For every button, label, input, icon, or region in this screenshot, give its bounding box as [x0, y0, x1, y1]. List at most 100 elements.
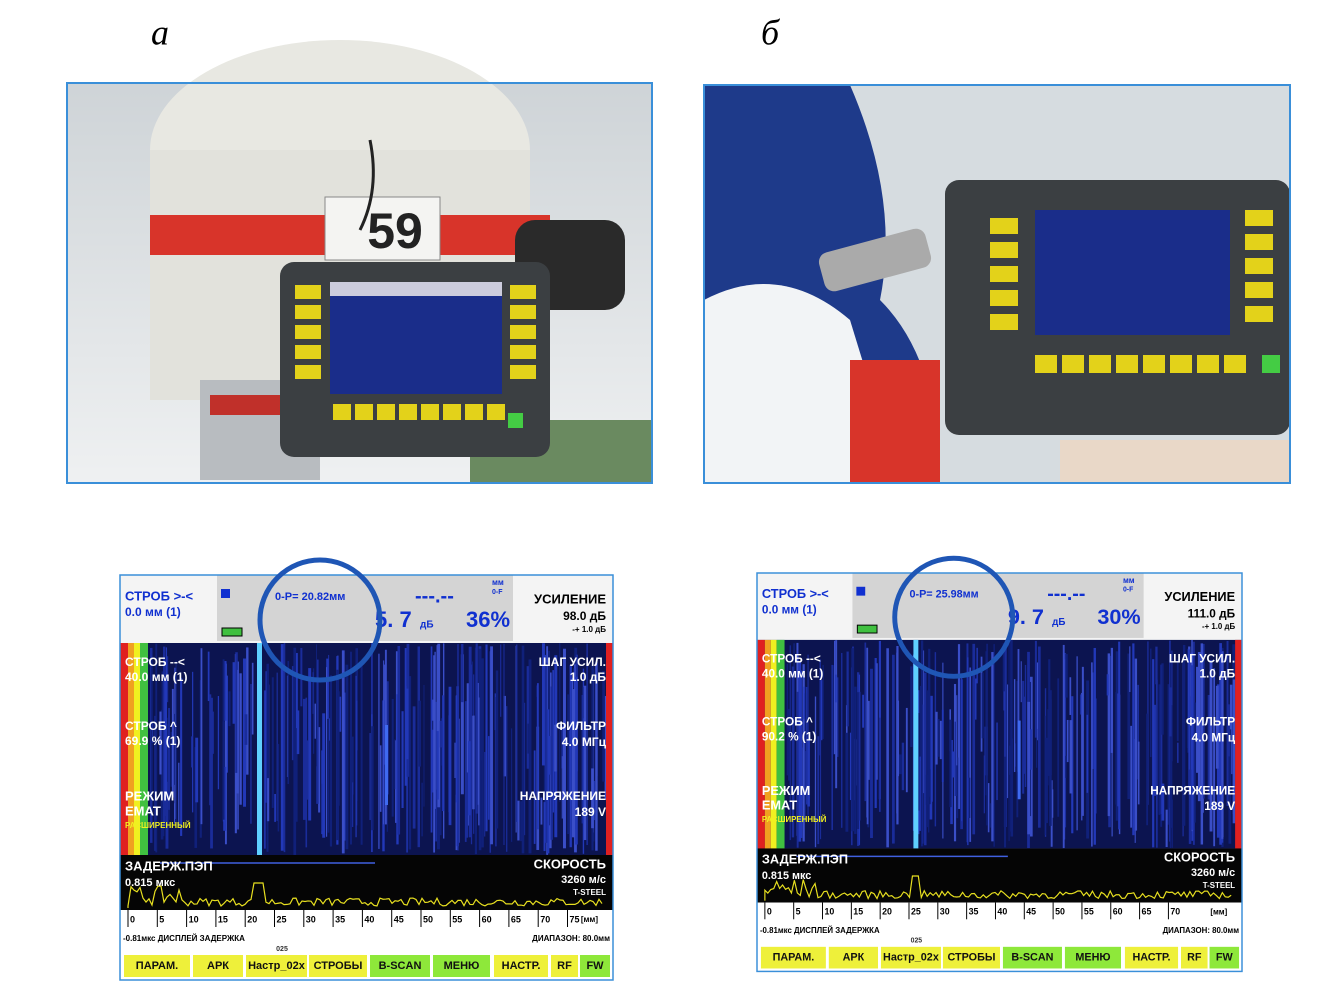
screen-text: дБ	[1052, 617, 1065, 628]
noise-streak	[308, 668, 312, 821]
scale-label: 35	[335, 914, 345, 924]
softkey-label: RF	[557, 960, 572, 972]
noise-streak	[919, 685, 922, 761]
noise-streak	[878, 717, 881, 812]
echo-line	[913, 639, 919, 849]
noise-streak	[379, 745, 382, 812]
noise-streak	[528, 659, 532, 854]
softkey-label: МЕНЮ	[1075, 952, 1110, 964]
noise-streak	[569, 664, 572, 848]
screen-text: 3260 м/с	[561, 874, 606, 886]
scale	[120, 910, 613, 927]
screen-text: 69.9 % (1)	[125, 734, 180, 748]
screen-text: ФИЛЬТР	[556, 719, 606, 733]
color-bar	[1235, 639, 1242, 849]
noise-streak	[905, 707, 908, 793]
noise-streak	[315, 644, 317, 767]
noise-streak	[408, 676, 412, 850]
noise-streak	[833, 640, 836, 755]
noise-streak	[1213, 668, 1216, 829]
noise-streak	[1071, 696, 1074, 834]
screen-text: T-STEEL	[573, 888, 606, 897]
screen-text: 025	[911, 938, 923, 945]
screen-text: СТРОБ --<	[762, 652, 821, 666]
screen-text: 40.0 мм (1)	[125, 670, 187, 684]
noise-streak	[264, 690, 266, 849]
noise-streak	[488, 736, 490, 820]
noise-streak	[1016, 680, 1019, 818]
noise-streak	[178, 762, 180, 827]
noise-streak	[224, 661, 227, 721]
scale-label: 40	[364, 914, 374, 924]
noise-streak	[583, 685, 587, 841]
color-bar	[757, 639, 765, 849]
noise-streak	[547, 736, 551, 775]
screen-text: 0-F	[1123, 587, 1133, 594]
screen-text: СТРОБ ^	[125, 719, 177, 733]
softkey	[1181, 946, 1208, 969]
noise-streak	[191, 736, 193, 768]
noise-streak	[835, 640, 838, 789]
screen-text: 189 V	[1204, 799, 1235, 813]
noise-streak	[1002, 643, 1005, 692]
softkey	[1209, 946, 1240, 969]
screen-text: 025	[276, 946, 288, 953]
noise-streak	[345, 702, 347, 781]
noise-streak	[1064, 755, 1067, 778]
noise-streak	[466, 772, 469, 838]
noise-streak	[1171, 799, 1173, 848]
noise-streak	[192, 671, 194, 813]
noise-streak	[243, 658, 247, 807]
noise-streak	[464, 701, 467, 842]
screen-text: -+ 1.0 дБ	[1202, 622, 1235, 631]
noise-streak	[864, 642, 867, 802]
noise-streak	[526, 666, 529, 769]
noise-streak	[349, 651, 352, 845]
softkey	[1124, 946, 1179, 969]
noise-streak	[1182, 644, 1186, 826]
noise-streak	[1017, 649, 1020, 772]
scale-label: 10	[189, 914, 199, 924]
noise-streak	[930, 695, 933, 802]
noise-streak	[495, 670, 499, 829]
screen-text: дБ	[420, 620, 434, 631]
noise-streak	[318, 727, 321, 813]
noise-streak	[454, 742, 456, 779]
noise-streak	[567, 694, 569, 835]
noise-streak	[418, 700, 421, 767]
noise-streak	[175, 660, 177, 824]
noise-streak	[935, 711, 938, 765]
noise-streak	[568, 730, 571, 798]
noise-streak	[561, 725, 565, 769]
softkey	[193, 955, 243, 977]
noise-streak	[540, 797, 543, 825]
color-bar	[764, 639, 771, 849]
noise-streak	[961, 675, 963, 822]
noise-streak	[209, 694, 212, 806]
noise-streak	[554, 724, 557, 772]
noise-streak	[985, 651, 987, 796]
noise-streak	[1107, 653, 1111, 817]
noise-streak	[832, 665, 835, 755]
noise-streak	[326, 667, 328, 837]
noise-streak	[886, 648, 889, 848]
noise-streak	[806, 686, 808, 805]
screen-text: EMAT	[762, 798, 797, 813]
noise-streak	[1161, 783, 1165, 821]
noise-streak	[1115, 651, 1119, 821]
noise-streak	[1177, 742, 1179, 763]
noise-streak	[1009, 745, 1011, 775]
noise-streak	[867, 700, 870, 780]
noise-streak	[972, 643, 976, 835]
noise-streak	[287, 661, 290, 784]
noise-streak	[1150, 648, 1152, 758]
scale-label: 20	[247, 914, 257, 924]
noise-streak	[822, 664, 824, 739]
color-bar	[776, 639, 785, 849]
noise-streak	[1160, 664, 1163, 815]
highlight-circle	[257, 557, 383, 683]
softkey-label: СТРОБЫ	[947, 952, 995, 964]
color-bar	[120, 643, 128, 855]
photo-b	[703, 84, 1291, 484]
noise-streak	[1167, 684, 1170, 825]
